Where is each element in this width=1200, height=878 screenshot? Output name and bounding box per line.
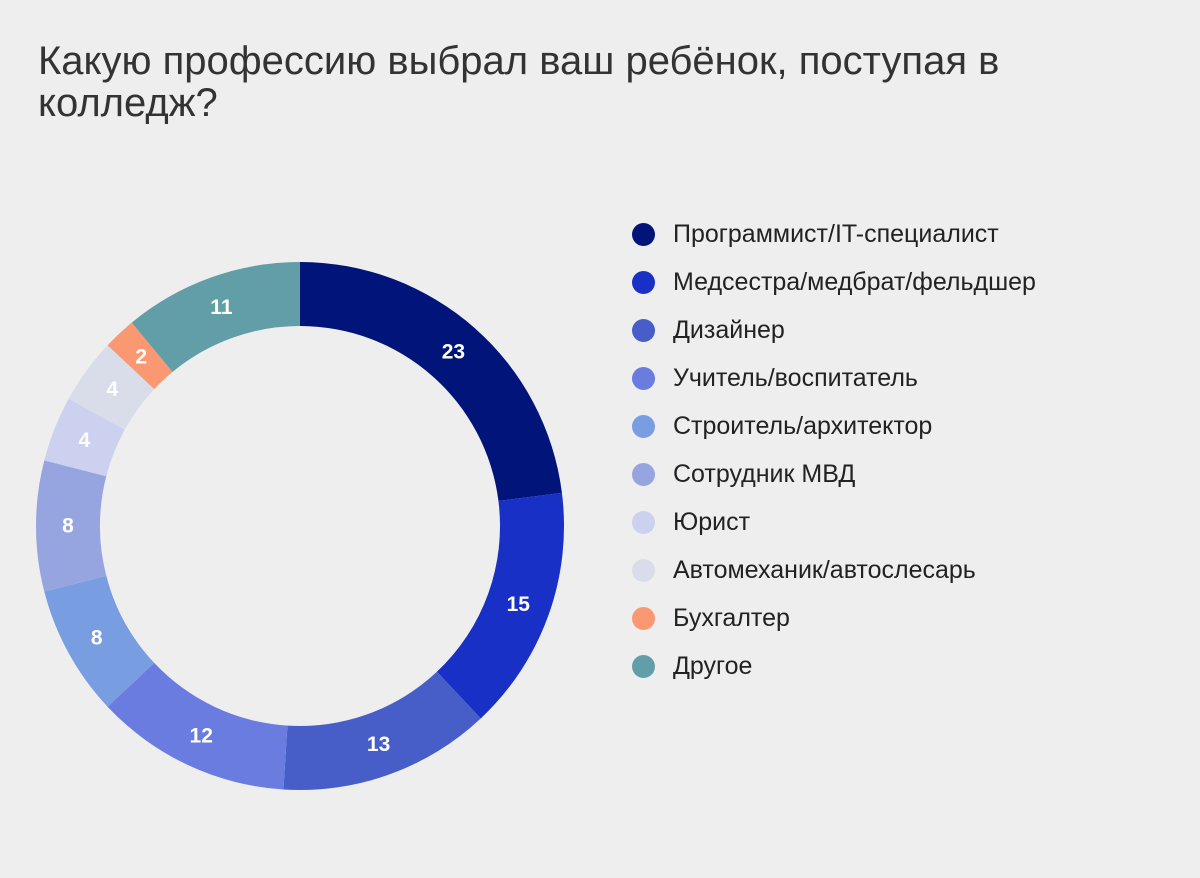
legend-item: Программист/IT-специалист [632, 210, 1036, 258]
donut-slice-9 [107, 322, 173, 390]
donut-slice-5 [44, 575, 155, 707]
legend-item: Дизайнер [632, 306, 1036, 354]
slice-value-label: 11 [210, 296, 233, 319]
donut-slices [35, 262, 564, 790]
legend-swatch [632, 318, 655, 342]
legend-label: Медсестра/медбрат/фельдшер [673, 267, 1036, 296]
legend-item: Бухгалтер [632, 594, 1036, 642]
legend-label: Автомеханик/автослесарь [673, 555, 976, 584]
legend-item: Медсестра/медбрат/фельдшер [632, 258, 1036, 306]
legend-item: Юрист [632, 498, 1036, 546]
legend-label: Строитель/архитектор [673, 411, 933, 440]
legend-label: Бухгалтер [673, 603, 790, 632]
legend-label: Программист/IT-специалист [673, 219, 999, 248]
slice-value-label: 8 [62, 515, 74, 538]
donut-slice-2 [436, 492, 564, 719]
legend-label: Дизайнер [673, 315, 785, 344]
legend-swatch [632, 366, 655, 390]
legend-item: Строитель/архитектор [632, 402, 1036, 450]
legend-swatch [632, 606, 655, 630]
slice-value-label: 4 [78, 429, 90, 452]
legend-swatch [632, 270, 655, 294]
donut-slice-10 [131, 262, 300, 372]
legend-item: Сотрудник МВД [632, 450, 1036, 498]
chart-title: Какую профессию выбрал ваш ребёнок, пост… [38, 39, 1000, 125]
legend-swatch [632, 414, 655, 438]
legend-item: Автомеханик/автослесарь [632, 546, 1036, 594]
legend-item: Другое [632, 642, 1036, 690]
donut-slice-6 [35, 460, 107, 592]
slice-value-label: 12 [190, 724, 213, 747]
slice-value-label: 15 [507, 593, 531, 616]
donut-slice-7 [44, 398, 125, 477]
slice-value-label: 2 [135, 345, 147, 368]
donut-slice-8 [68, 345, 155, 430]
slice-value-label: 8 [91, 626, 103, 649]
legend-swatch [632, 558, 655, 582]
donut-slice-3 [283, 671, 481, 790]
donut-slice-4 [107, 662, 288, 790]
legend-swatch [632, 462, 655, 486]
legend-swatch [632, 222, 655, 246]
donut-slice-1 [300, 262, 562, 501]
legend-label: Другое [673, 651, 753, 680]
slice-value-label: 13 [367, 733, 390, 756]
slice-value-label: 4 [106, 378, 118, 401]
slice-value-label: 23 [442, 341, 465, 364]
legend-label: Учитель/воспитатель [673, 363, 918, 392]
chart-legend: Программист/IT-специалист Медсестра/медбр… [632, 210, 1036, 690]
legend-swatch [632, 654, 655, 678]
legend-item: Учитель/воспитатель [632, 354, 1036, 402]
legend-swatch [632, 510, 655, 534]
legend-label: Юрист [673, 507, 751, 536]
legend-label: Сотрудник МВД [673, 459, 856, 488]
